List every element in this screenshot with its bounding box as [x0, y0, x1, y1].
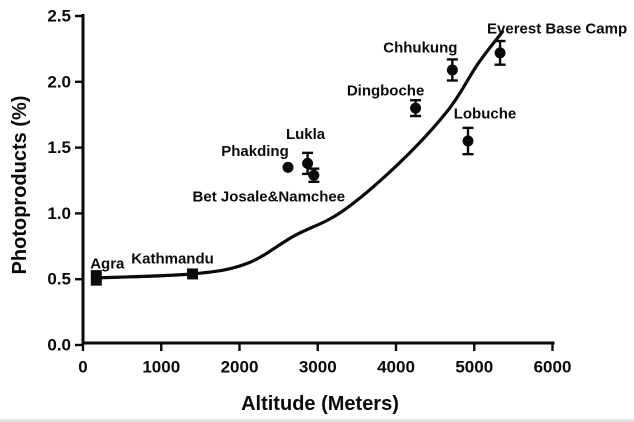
data-point-phakding: Phakding: [221, 143, 294, 173]
y-tick-label: 1.0: [47, 204, 71, 223]
marker-circle: [282, 161, 294, 173]
x-tick-label: 3000: [299, 358, 337, 377]
point-label-kathmandu: Kathmandu: [131, 250, 214, 267]
marker-circle: [410, 102, 422, 114]
marker-circle: [308, 169, 320, 181]
point-label-everest-base-camp: Everest Base Camp: [487, 20, 627, 37]
data-point-everest-base-camp: Everest Base Camp: [487, 20, 627, 66]
data-point-lobuche: Lobuche: [454, 106, 517, 156]
data-point-chhukung: Chhukung: [383, 39, 458, 82]
data-point-agra: Agra: [90, 255, 125, 286]
point-label-lukla: Lukla: [286, 126, 326, 143]
x-tick-label: 6000: [534, 358, 572, 377]
point-label-lobuche: Lobuche: [454, 106, 517, 123]
point-label-agra: Agra: [90, 255, 125, 272]
marker-circle: [494, 47, 506, 59]
x-axis-title: Altitude (Meters): [241, 393, 399, 415]
y-tick-label: 0.0: [47, 336, 71, 355]
marker-square: [90, 272, 102, 284]
point-label-phakding: Phakding: [221, 143, 289, 160]
marker-circle: [462, 135, 474, 147]
trend-curve: [94, 30, 504, 280]
point-label-dingboche: Dingboche: [347, 83, 425, 100]
marker-square: [187, 268, 199, 280]
y-tick-label: 1.5: [47, 138, 71, 157]
x-tick-label: 2000: [221, 358, 259, 377]
x-tick-label: 5000: [455, 358, 493, 377]
x-tick-label: 4000: [377, 358, 415, 377]
data-point-dingboche: Dingboche: [347, 83, 425, 118]
marker-circle: [302, 157, 314, 169]
x-tick-label: 1000: [142, 358, 180, 377]
point-label-chhukung: Chhukung: [383, 39, 457, 56]
y-tick-label: 0.5: [47, 270, 71, 289]
marker-circle: [446, 64, 458, 76]
y-tick-label: 2.0: [47, 72, 71, 91]
plot-area: 0 1000 2000 3000 4000 5000 6000 0.0 0.5 1.0 1.5 2.0…: [47, 7, 627, 377]
y-tick-label: 2.5: [47, 7, 71, 26]
data-point-bet-josale-namchee: Bet Josale&Namchee: [193, 167, 346, 206]
y-axis-title: Photoproducts (%): [9, 96, 31, 275]
data-point-kathmandu: Kathmandu: [131, 250, 214, 280]
point-label-bet-josale-namchee: Bet Josale&Namchee: [193, 189, 346, 206]
x-tick-label: 0: [78, 358, 87, 377]
